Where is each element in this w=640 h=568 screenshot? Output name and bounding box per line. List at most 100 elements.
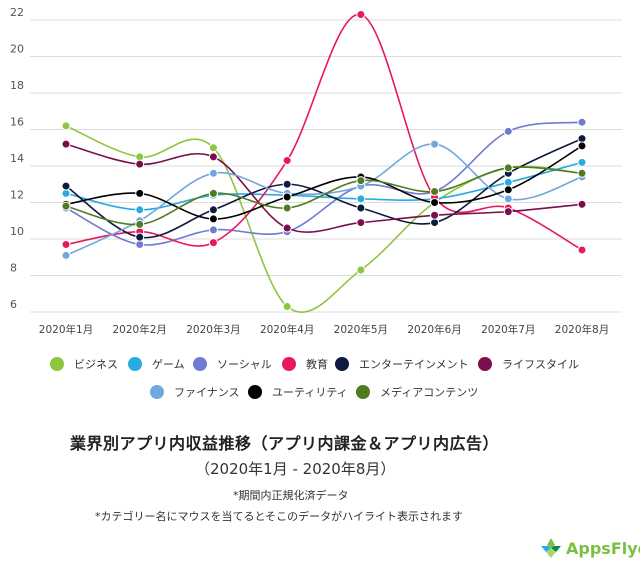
y-tick-label: 14 [10, 152, 24, 165]
data-point [503, 185, 513, 195]
series-line [65, 13, 583, 251]
data-point [208, 152, 218, 162]
data-point [135, 232, 145, 242]
legend-swatch [50, 357, 64, 371]
legend-swatch [478, 357, 492, 371]
legend-label: 教育 [306, 358, 328, 371]
chart-subtitle: （2020年1月 - 2020年8月） [195, 460, 396, 478]
data-point [430, 187, 440, 197]
data-point [282, 223, 292, 233]
legend-label: エンターテインメント [359, 358, 469, 371]
legend-swatch [150, 385, 164, 399]
data-point [430, 139, 440, 149]
y-tick-label: 10 [10, 225, 24, 238]
x-tick-label: 2020年3月 [186, 323, 240, 336]
line-chart: 6 8 10 12 14 16 18 20 22 2020年1月 2020年2月 2020年3月 202… [10, 6, 622, 336]
legend: ビジネス ゲーム ソーシャル 教育 エンターテインメント ライフスタイルファイナンス ユーテ… [0, 352, 640, 400]
data-point [61, 181, 71, 191]
legend-item[interactable]: エンターテインメント [335, 356, 469, 372]
data-point [61, 201, 71, 211]
legend-item[interactable]: ソーシャル [193, 356, 272, 372]
legend-item[interactable]: ファイナンス [150, 384, 240, 400]
data-point [282, 179, 292, 189]
legend-item[interactable]: ライフスタイル [478, 356, 579, 372]
data-point [577, 157, 587, 167]
series-line [65, 143, 583, 233]
data-point [135, 219, 145, 229]
legend-label: ファイナンス [174, 386, 240, 399]
x-tick-label: 2020年6月 [407, 323, 461, 336]
x-tick-label: 2020年5月 [334, 323, 388, 336]
legend-item[interactable]: ビジネス [50, 356, 118, 372]
data-point [282, 302, 292, 312]
data-point [208, 238, 218, 248]
legend-item[interactable]: ユーティリティ [248, 384, 348, 400]
legend-item[interactable]: メディアコンテンツ [356, 384, 478, 400]
data-point [430, 210, 440, 220]
legend-item[interactable]: ゲーム [128, 356, 185, 372]
series-line [65, 166, 583, 226]
data-point [577, 199, 587, 209]
legend-label: ライフスタイル [502, 358, 579, 371]
data-point [208, 205, 218, 215]
legend-label: ユーティリティ [272, 386, 348, 399]
data-point [61, 239, 71, 249]
data-point [61, 139, 71, 149]
data-point [135, 159, 145, 169]
y-tick-label: 12 [10, 189, 24, 202]
data-point [61, 250, 71, 260]
data-point [356, 265, 366, 275]
note-hover: *カテゴリー名にマウスを当てるとそこのデータがハイライト表示されます [95, 510, 463, 523]
data-point [577, 141, 587, 151]
y-tick-label: 20 [10, 43, 24, 56]
legend-swatch [356, 385, 370, 399]
data-point [503, 126, 513, 136]
appsflyer-logo-text: AppsFlyer [566, 538, 640, 558]
data-point [356, 194, 366, 204]
data-point [503, 194, 513, 204]
data-point [282, 203, 292, 213]
legend-label: ビジネス [74, 358, 118, 371]
x-tick-label: 2020年7月 [481, 323, 535, 336]
data-point [430, 198, 440, 207]
appsflyer-logo: AppsFlyer [540, 537, 640, 559]
data-point [282, 156, 292, 166]
series-line [65, 161, 583, 211]
data-point [135, 188, 145, 198]
chart-title: 業界別アプリ内収益推移（アプリ内課金＆アプリ内広告） [70, 434, 500, 453]
y-tick-label: 18 [10, 79, 24, 92]
legend-item[interactable]: 教育 [282, 356, 328, 372]
legend-swatch [193, 357, 207, 371]
legend-label: ソーシャル [217, 358, 272, 371]
y-tick-label: 6 [10, 298, 17, 311]
x-tick-label: 2020年4月 [260, 323, 314, 336]
x-tick-label: 2020年8月 [555, 323, 609, 336]
data-point [356, 218, 366, 228]
legend-swatch [282, 357, 296, 371]
y-tick-label: 16 [10, 116, 24, 129]
x-tick-label: 2020年2月 [113, 323, 167, 336]
data-point [503, 207, 513, 217]
data-point [135, 205, 145, 215]
data-point [356, 176, 366, 186]
data-point [577, 245, 587, 255]
legend-label: ゲーム [152, 358, 185, 371]
data-point [356, 10, 366, 20]
y-tick-label: 22 [10, 6, 24, 19]
note-normalized: *期間内正規化済データ [233, 489, 349, 502]
legend-label: メディアコンテンツ [380, 386, 479, 399]
legend-swatch [335, 357, 349, 371]
x-tick-label: 2020年1月 [39, 323, 93, 336]
legend-swatch [128, 357, 142, 371]
data-point [503, 163, 513, 173]
data-point [208, 168, 218, 178]
data-point [208, 225, 218, 235]
y-tick-label: 8 [10, 262, 17, 275]
data-point [208, 143, 218, 153]
data-point [577, 117, 587, 127]
legend-swatch [248, 385, 262, 399]
data-point [208, 188, 218, 198]
data-point [61, 121, 71, 131]
data-point [282, 192, 292, 202]
data-point [356, 203, 366, 213]
